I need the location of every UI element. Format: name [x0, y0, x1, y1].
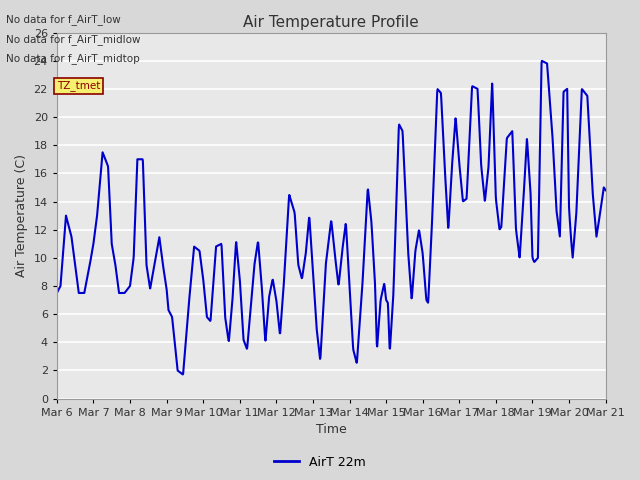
Text: No data for f_AirT_midtop: No data for f_AirT_midtop [6, 53, 140, 64]
Text: TZ_tmet: TZ_tmet [57, 80, 100, 91]
Text: No data for f_AirT_midlow: No data for f_AirT_midlow [6, 34, 141, 45]
Y-axis label: Air Temperature (C): Air Temperature (C) [15, 154, 28, 277]
Text: No data for f_AirT_low: No data for f_AirT_low [6, 14, 121, 25]
Legend: AirT 22m: AirT 22m [269, 451, 371, 474]
X-axis label: Time: Time [316, 423, 347, 436]
Title: Air Temperature Profile: Air Temperature Profile [243, 15, 419, 30]
